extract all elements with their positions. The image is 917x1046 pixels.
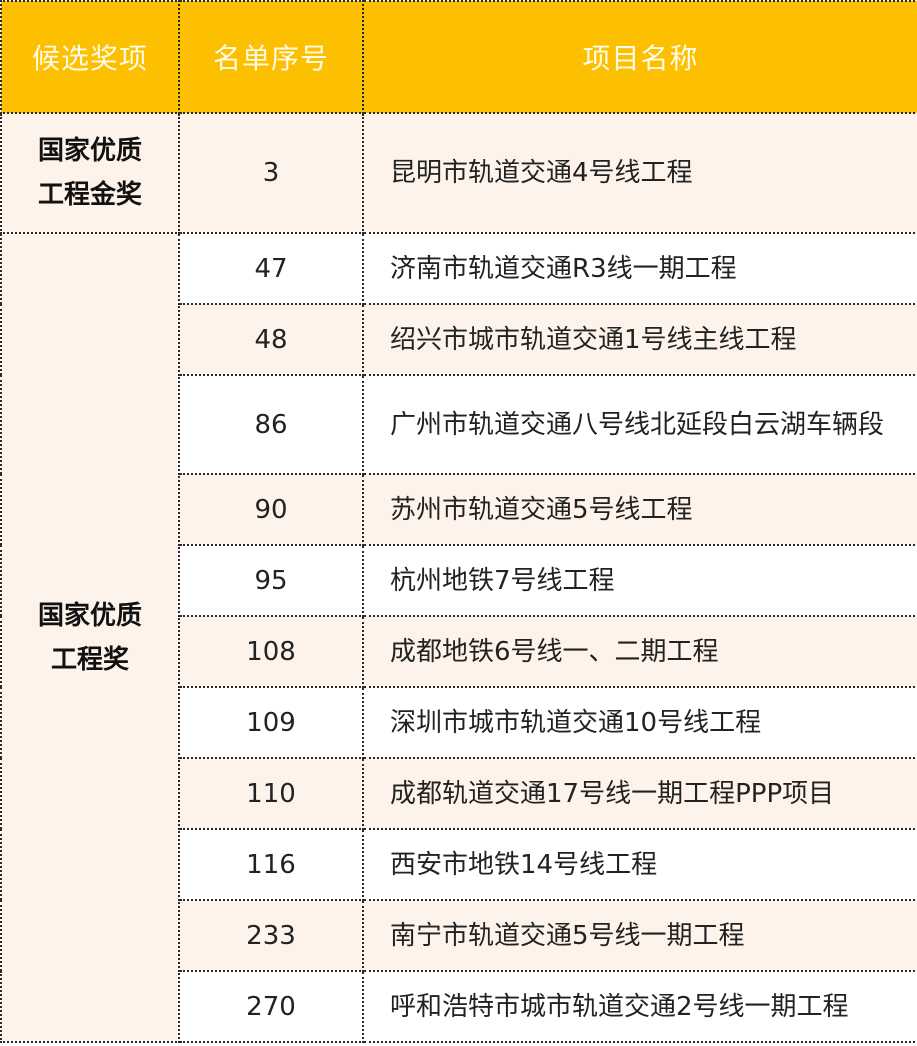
table-row: 116 西安市地铁14号线工程: [1, 828, 917, 901]
number-cell: 108: [178, 615, 364, 688]
project-name-cell: 成都轨道交通17号线一期工程PPP项目: [362, 757, 917, 830]
project-name-cell: 呼和浩特市城市轨道交通2号线一期工程: [362, 970, 917, 1043]
project-name-cell: 苏州市轨道交通5号线工程: [362, 473, 917, 546]
award-label-line: 国家优质: [37, 600, 142, 631]
table-row: 108 成都地铁6号线一、二期工程: [1, 615, 917, 688]
header-award: 候选奖项: [0, 0, 180, 114]
award-label-line: 国家优质: [37, 136, 142, 166]
project-name-cell: 济南市轨道交通R3线一期工程: [362, 232, 917, 305]
number-cell: 110: [178, 757, 364, 830]
number-cell: 47: [178, 232, 364, 305]
project-name-cell: 南宁市轨道交通5号线一期工程: [362, 899, 917, 972]
number-cell: 270: [178, 970, 364, 1043]
number-cell: 48: [178, 303, 364, 376]
number-cell: 233: [178, 899, 364, 972]
header-project-name: 项目名称: [362, 0, 917, 114]
table-row: 109 深圳市城市轨道交通10号线工程: [1, 686, 917, 759]
project-name-cell: 西安市地铁14号线工程: [362, 828, 917, 901]
table-row: 86 广州市轨道交通八号线北延段白云湖车辆段: [1, 374, 917, 475]
award-label-line: 工程奖: [50, 644, 129, 675]
project-name-cell: 成都地铁6号线一、二期工程: [362, 615, 917, 688]
number-cell: 95: [178, 544, 364, 617]
table-row: 95 杭州地铁7号线工程: [1, 544, 917, 617]
table-row: 48 绍兴市城市轨道交通1号线主线工程: [1, 303, 917, 376]
award-cell-standard: 国家优质 工程奖: [0, 232, 180, 1043]
table-row: 270 呼和浩特市城市轨道交通2号线一期工程: [1, 970, 917, 1043]
number-cell: 86: [178, 374, 364, 475]
project-name-cell: 广州市轨道交通八号线北延段白云湖车辆段: [362, 374, 917, 475]
project-name-cell: 杭州地铁7号线工程: [362, 544, 917, 617]
award-label-line: 工程金奖: [37, 180, 142, 210]
number-cell: 109: [178, 686, 364, 759]
number-cell: 116: [178, 828, 364, 901]
header-number: 名单序号: [178, 0, 364, 114]
project-name-cell: 深圳市城市轨道交通10号线工程: [362, 686, 917, 759]
project-name-cell: 绍兴市城市轨道交通1号线主线工程: [362, 303, 917, 376]
project-name-cell: 昆明市轨道交通4号线工程: [362, 112, 917, 234]
number-cell: 90: [178, 473, 364, 546]
table-row: 90 苏州市轨道交通5号线工程: [1, 473, 917, 546]
number-cell: 3: [178, 112, 364, 234]
table-row: 国家优质 工程金奖 3 昆明市轨道交通4号线工程: [0, 112, 917, 234]
table-row: 国家优质 工程奖 47 济南市轨道交通R3线一期工程: [0, 232, 917, 1043]
award-cell-gold: 国家优质 工程金奖: [0, 112, 180, 234]
header-row: 候选奖项 名单序号 项目名称: [0, 0, 917, 114]
table-row: 233 南宁市轨道交通5号线一期工程: [1, 899, 917, 972]
